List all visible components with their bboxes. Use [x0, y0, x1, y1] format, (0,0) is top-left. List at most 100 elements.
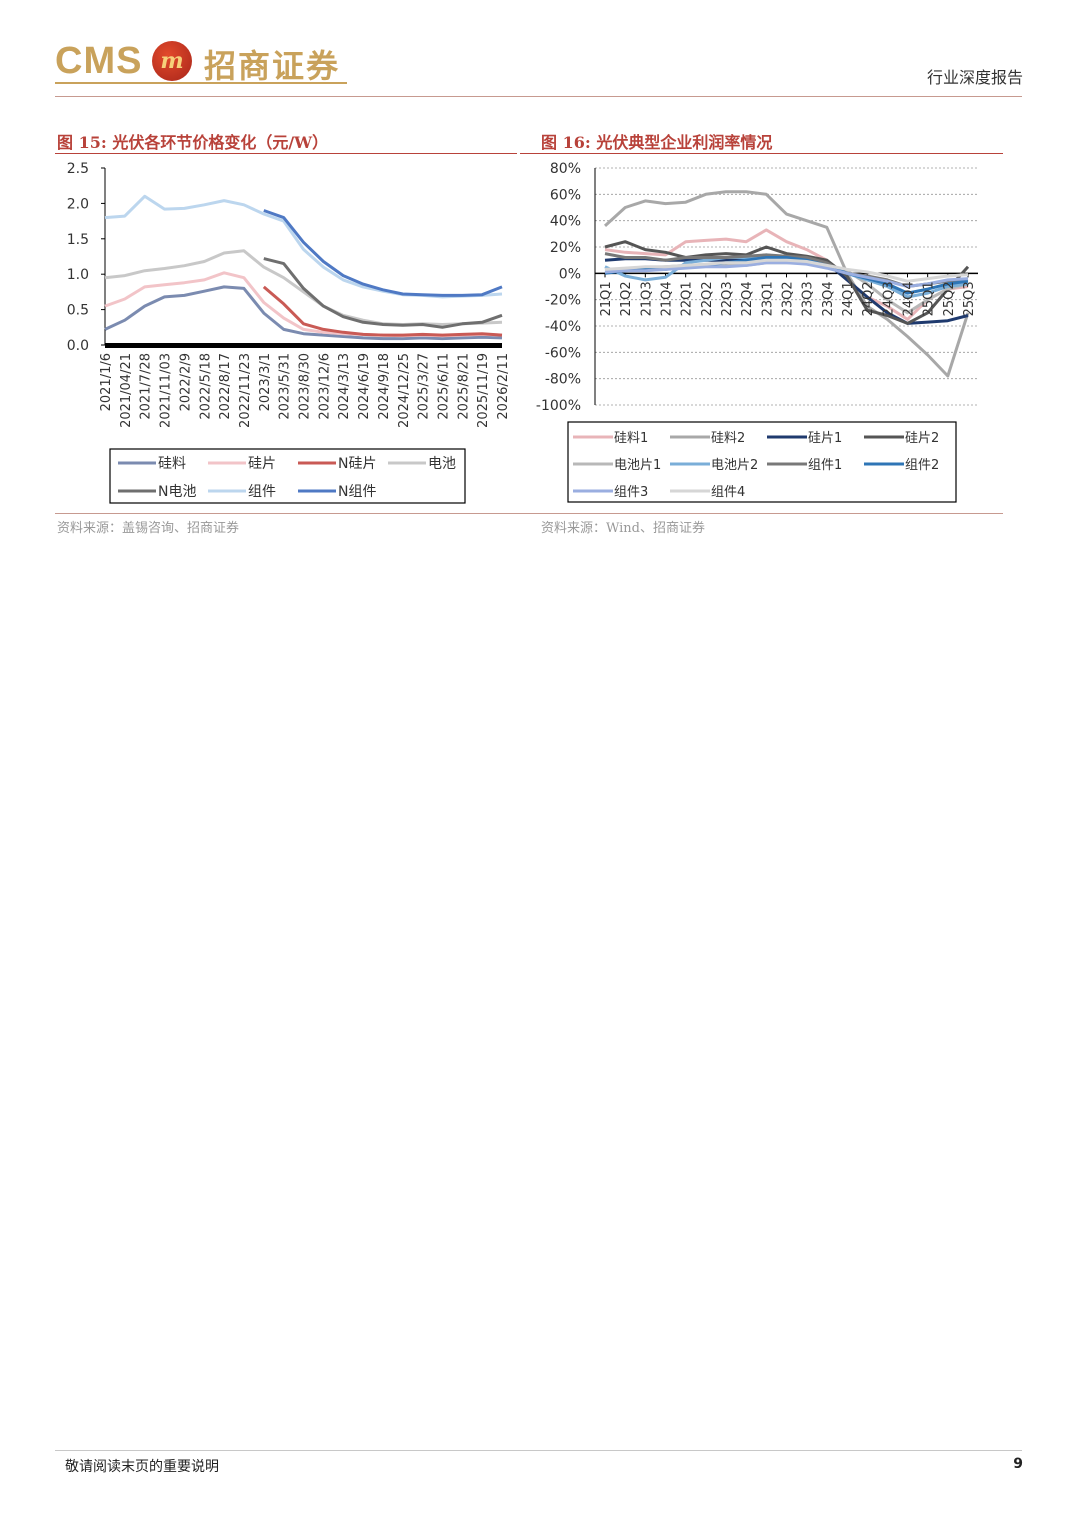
y-tick-label: 0% [559, 266, 581, 282]
x-tick-label: 2025/11/19 [476, 353, 491, 428]
series-line-N电池 [263, 257, 503, 329]
x-tick-label: 25Q3 [962, 281, 977, 316]
series-line-组件 [104, 194, 503, 299]
x-tick-label: 2021/11/03 [159, 353, 174, 428]
x-tick-label: 23Q3 [801, 281, 816, 316]
legend-label: 硅料1 [614, 431, 648, 446]
y-tick-label: -40% [545, 319, 581, 335]
legend-label: 组件4 [711, 485, 745, 500]
x-tick-label: 2024/9/18 [377, 353, 392, 420]
x-tick-label: 2023/12/6 [317, 353, 332, 420]
x-tick-label: 2025/6/11 [436, 353, 451, 420]
figure-16-title-line [520, 153, 1003, 154]
series-line-硅料1 [604, 228, 969, 321]
y-tick-label: 2.5 [67, 161, 89, 177]
x-tick-label: 22Q2 [700, 281, 715, 316]
x-tick-label: 22Q4 [740, 281, 755, 316]
logo-cms-text: CMS [55, 40, 143, 82]
logo-badge-icon: m [152, 41, 192, 81]
figure-16-source: 资料来源：Wind、招商证券 [541, 521, 705, 536]
x-tick-label: 2023/3/1 [258, 353, 273, 411]
legend-label: 硅片2 [905, 431, 939, 446]
legend-label: 硅片1 [808, 431, 842, 446]
x-tick-label: 22Q3 [720, 281, 735, 316]
legend-label: 组件2 [905, 458, 939, 473]
legend-label: 电池片1 [614, 458, 661, 473]
x-tick-label: 2021/04/21 [119, 353, 134, 428]
figures-bottom-line [55, 513, 1003, 514]
y-tick-label: 2.0 [67, 196, 89, 212]
y-tick-label: 0.0 [67, 338, 89, 354]
x-tick-label: 23Q1 [760, 281, 775, 316]
x-axis-band [105, 343, 502, 348]
legend-box [109, 448, 466, 504]
margin-chart: -100% -80% -60% -40% -20% 0% 20% 40% 60% 80% 21Q1 2… [536, 161, 978, 503]
x-tick-label: 23Q4 [821, 281, 836, 316]
logo-cn-text: 招商证券 [204, 47, 341, 85]
x-tick-label: 2021/7/28 [139, 353, 154, 420]
y-tick-label: 0.5 [67, 303, 89, 319]
x-tick-label: 2022/11/23 [238, 353, 253, 428]
y-tick-label: 40% [550, 214, 581, 230]
x-tick-label: 21Q2 [619, 281, 634, 316]
x-tick-label: 2026/2/11 [496, 353, 511, 420]
x-tick-label: 24Q3 [881, 281, 896, 316]
x-tick-label: 25Q1 [922, 281, 937, 316]
legend-label: 硅料 [158, 456, 186, 472]
y-tick-label: -20% [545, 293, 581, 309]
series-line-电池 [104, 249, 503, 326]
x-tick-label: 24Q1 [841, 281, 856, 316]
series-line-N组件 [263, 209, 503, 297]
x-tick-label: 21Q4 [660, 281, 675, 316]
x-tick-label: 24Q2 [861, 281, 876, 316]
y-tick-label: 80% [550, 161, 581, 177]
footer-divider [55, 1450, 1022, 1451]
x-tick-label: 2024/12/25 [397, 353, 412, 428]
page-number: 9 [1013, 1456, 1023, 1472]
legend-label: 组件1 [808, 458, 842, 473]
x-tick-label: 2024/3/13 [337, 353, 352, 420]
series-line-硅料2 [603, 190, 970, 378]
price-chart: 0.0 0.5 1.0 1.5 2.0 2.5 2021/1/6 2021/04/21 2021… [67, 161, 511, 504]
legend-label: 电池 [428, 456, 456, 472]
y-tick-label: -80% [545, 372, 581, 388]
series-line-组件3 [604, 261, 969, 288]
legend-label: N硅片 [338, 456, 376, 472]
x-tick-label: 22Q1 [680, 281, 695, 316]
x-tick-label: 2023/8/30 [298, 353, 313, 420]
x-tick-label: 21Q3 [639, 281, 654, 316]
legend-label: N组件 [338, 484, 376, 500]
x-tick-label: 2022/8/17 [218, 353, 233, 420]
logo-underline [55, 82, 347, 84]
x-tick-label: 21Q1 [599, 281, 614, 316]
figure-15-title-line [55, 153, 517, 154]
y-tick-label: 1.0 [67, 267, 89, 283]
series-line-N硅片 [262, 285, 503, 337]
series-line-硅片2 [604, 240, 970, 325]
x-tick-label: 23Q2 [781, 281, 796, 316]
header-divider [55, 96, 1022, 97]
y-tick-label: -60% [545, 345, 581, 361]
legend-label: N电池 [158, 484, 196, 500]
y-tick-label: -100% [536, 398, 581, 414]
x-tick-label: 25Q2 [942, 281, 957, 316]
footer-disclaimer: 敬请阅读末页的重要说明 [65, 1459, 219, 1475]
figure-15-source: 资料来源：盖锡咨询、招商证券 [57, 521, 240, 536]
series-line-硅料 [104, 285, 503, 341]
x-tick-label: 2025/3/27 [417, 353, 432, 420]
legend-label: 组件3 [614, 485, 648, 500]
x-tick-label: 24Q4 [902, 281, 917, 316]
y-tick-label: 1.5 [67, 232, 89, 248]
x-tick-label: 2023/5/31 [278, 353, 293, 420]
x-tick-label: 2022/2/9 [178, 353, 193, 411]
legend-box [567, 421, 957, 503]
x-tick-label: 2021/1/6 [99, 353, 114, 411]
legend-label: 硅料2 [711, 431, 745, 446]
x-tick-label: 2024/6/19 [357, 353, 372, 420]
series-line-组件4 [604, 258, 969, 283]
legend-label: 组件 [248, 484, 276, 500]
x-tick-label: 2025/8/21 [456, 353, 471, 420]
legend-label: 硅片 [248, 456, 276, 472]
figure-16-title: 图 16: 光伏典型企业利润率情况 [541, 133, 773, 152]
y-tick-label: 20% [550, 240, 581, 256]
